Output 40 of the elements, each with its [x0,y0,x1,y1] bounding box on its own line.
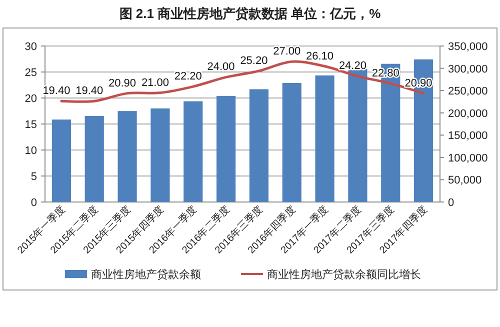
data-label: 19.40 [76,85,104,98]
data-label: 22.20 [174,70,202,83]
bar [150,108,170,202]
data-label: 22.80 [372,67,400,80]
bar [348,68,368,202]
legend-label: 商业性房地产贷款余额 [91,268,201,281]
y2-tick-label: 50,000 [448,174,482,187]
data-label: 27.00 [273,46,301,58]
bar [118,111,137,202]
bar [52,120,72,202]
y2-tick-label: 0 [448,197,454,209]
y2-tick-label: 100,000 [448,152,488,164]
legend-商业性房地产贷款余额同比增长: 商业性房地产贷款余额同比增长 [241,269,421,281]
title: 图 2.1 商业性房地产贷款数据 单位：亿元，% [119,6,381,21]
bar [184,101,203,202]
y2-tick-label: 350,000 [448,41,488,53]
data-label: 19.40 [42,85,70,98]
y-tick-label: 30 [24,41,37,53]
bar [216,96,236,202]
data-label: 24.00 [207,61,235,74]
y-tick-label: 10 [24,145,37,157]
y-tick-label: 20 [24,93,37,105]
y2-tick-label: 200,000 [448,108,488,120]
y2-tick-label: 250,000 [448,86,488,98]
data-label: 20.90 [108,77,136,90]
y-tick-label: 5 [30,171,37,183]
legend-label: 商业性房地产贷款余额同比增长 [267,268,421,281]
bar [84,116,104,202]
data-label: 25.20 [240,54,268,67]
y-tick-label: 25 [24,67,37,79]
legend-商业性房地产贷款余额: 商业性房地产贷款余额 [65,269,201,281]
y2-tick-label: 300,000 [448,63,488,76]
data-label: 26.10 [306,50,334,62]
bar [282,82,302,202]
y-tick-label: 0 [30,197,37,209]
data-label: 21.00 [141,76,169,89]
bar [249,89,269,202]
bar [315,75,334,202]
y2-tick-label: 150,000 [448,130,488,142]
y-tick-label: 15 [24,119,37,131]
